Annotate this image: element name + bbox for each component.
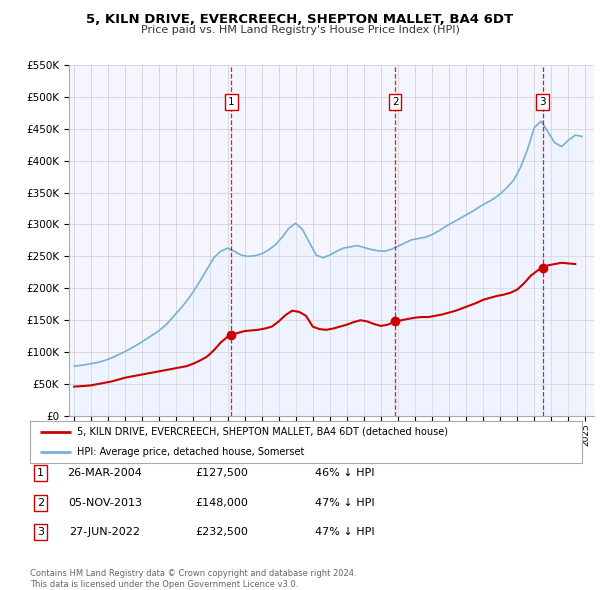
Text: 2: 2 xyxy=(37,498,44,507)
Text: £148,000: £148,000 xyxy=(196,498,248,507)
Text: 3: 3 xyxy=(539,97,546,107)
Text: 05-NOV-2013: 05-NOV-2013 xyxy=(68,498,142,507)
Text: 46% ↓ HPI: 46% ↓ HPI xyxy=(315,468,375,478)
Text: Contains HM Land Registry data © Crown copyright and database right 2024.
This d: Contains HM Land Registry data © Crown c… xyxy=(30,569,356,589)
Text: 5, KILN DRIVE, EVERCREECH, SHEPTON MALLET, BA4 6DT (detached house): 5, KILN DRIVE, EVERCREECH, SHEPTON MALLE… xyxy=(77,427,448,437)
Text: 3: 3 xyxy=(37,527,44,537)
Text: Price paid vs. HM Land Registry's House Price Index (HPI): Price paid vs. HM Land Registry's House … xyxy=(140,25,460,35)
Text: 27-JUN-2022: 27-JUN-2022 xyxy=(70,527,140,537)
Text: £127,500: £127,500 xyxy=(196,468,248,478)
Text: 47% ↓ HPI: 47% ↓ HPI xyxy=(315,498,375,507)
Text: 47% ↓ HPI: 47% ↓ HPI xyxy=(315,527,375,537)
Text: HPI: Average price, detached house, Somerset: HPI: Average price, detached house, Some… xyxy=(77,447,304,457)
Text: 5, KILN DRIVE, EVERCREECH, SHEPTON MALLET, BA4 6DT: 5, KILN DRIVE, EVERCREECH, SHEPTON MALLE… xyxy=(86,13,514,26)
Text: 1: 1 xyxy=(228,97,235,107)
Text: £232,500: £232,500 xyxy=(196,527,248,537)
Text: 1: 1 xyxy=(37,468,44,478)
Text: 2: 2 xyxy=(392,97,398,107)
Text: 26-MAR-2004: 26-MAR-2004 xyxy=(68,468,142,478)
